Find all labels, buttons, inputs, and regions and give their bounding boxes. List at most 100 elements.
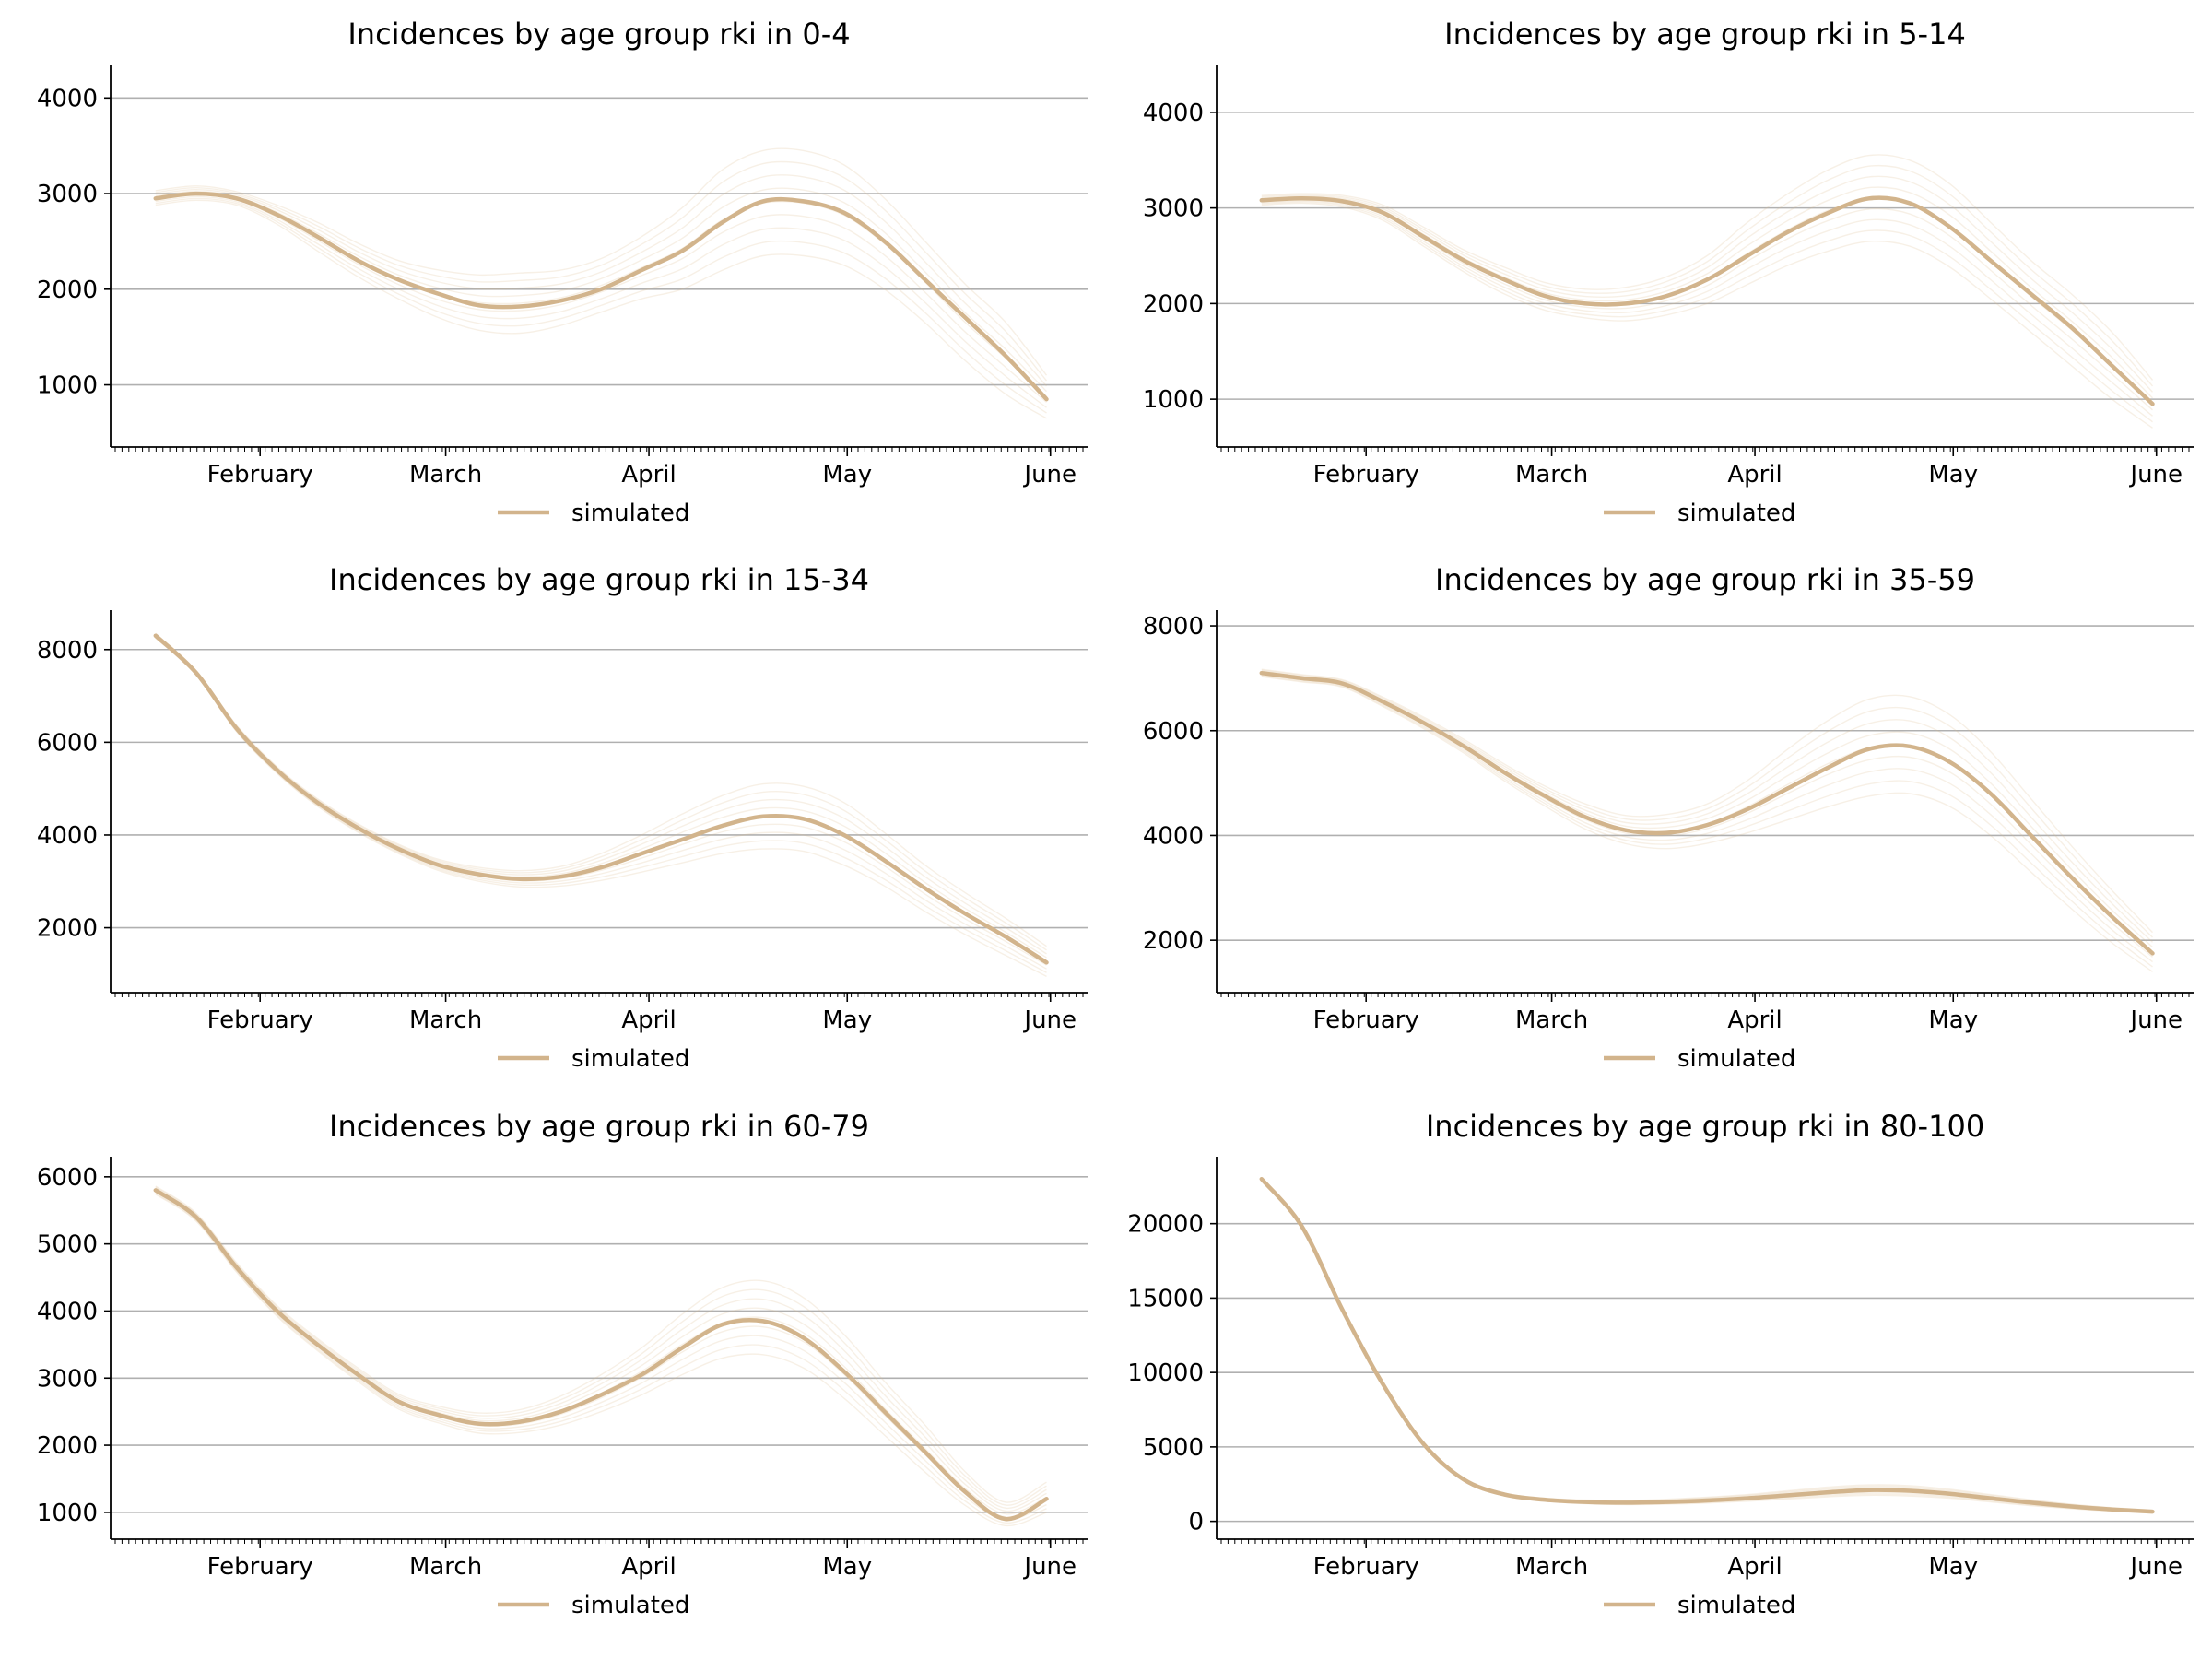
x-tick-label: February: [1313, 1553, 1419, 1581]
simulation-run-line: [1261, 674, 2153, 963]
simulation-run-line: [155, 636, 1047, 970]
y-tick-label: 6000: [1143, 718, 1204, 746]
legend-label: simulated: [1677, 1592, 1795, 1619]
x-tick-label: April: [621, 1553, 676, 1581]
simulation-run-line: [155, 1194, 1047, 1527]
x-tick-label: April: [1727, 461, 1782, 488]
simulation-run-line: [1261, 1177, 2153, 1512]
x-tick-label: May: [1928, 1006, 1978, 1034]
y-tick-label: 8000: [37, 637, 98, 665]
y-tick-label: 2000: [1143, 927, 1204, 955]
legend: simulated: [498, 1592, 689, 1619]
simulation-run-line: [155, 635, 1047, 962]
x-tick-label: February: [207, 461, 313, 488]
simulation-run-line: [155, 160, 1048, 382]
x-tick-label: April: [1727, 1006, 1782, 1034]
simulation-run-line: [1261, 197, 2153, 405]
x-tick-label: June: [1022, 1553, 1077, 1581]
x-tick-label: February: [207, 1006, 313, 1034]
simulation-run-line: [1261, 200, 2153, 417]
simulation-run-line: [1261, 1178, 2153, 1512]
y-tick-label: 15000: [1127, 1285, 1204, 1312]
simulation-run-line: [155, 1192, 1047, 1521]
simulation-run-line: [155, 632, 1047, 947]
simulation-run-line: [1261, 1179, 2153, 1513]
y-tick-label: 2000: [1143, 290, 1204, 318]
y-tick-label: 5000: [1143, 1434, 1204, 1462]
y-tick-label: 3000: [37, 1365, 98, 1393]
x-tick-label: February: [207, 1553, 313, 1581]
x-tick-label: June: [2128, 461, 2183, 488]
simulation-run-line: [1261, 673, 2153, 958]
x-tick-label: May: [822, 1553, 872, 1581]
x-tick-label: May: [822, 1006, 872, 1034]
panel-title: Incidences by age group rki in 35-59: [1435, 562, 1975, 597]
y-tick-label: 4000: [37, 85, 98, 112]
simulated-series-line: [153, 191, 1049, 402]
x-tick-label: April: [621, 1006, 676, 1034]
simulation-run-line: [1261, 164, 2154, 387]
y-tick-label: 1000: [1143, 386, 1204, 414]
legend: simulated: [1604, 1045, 1795, 1073]
simulation-run-line: [155, 197, 1047, 414]
simulated-series-line: [153, 633, 1049, 965]
simulation-run-line: [1261, 676, 2153, 972]
x-tick-label: June: [2128, 1006, 2183, 1034]
y-tick-label: 6000: [37, 729, 98, 757]
y-tick-label: 2000: [37, 915, 98, 943]
panel-3: Incidences by age group rki in 15-34 2000…: [37, 562, 1088, 1073]
panel-title: Incidences by age group rki in 15-34: [329, 562, 869, 597]
simulated-series-line: [1259, 195, 2155, 406]
y-tick-label: 20000: [1127, 1211, 1204, 1239]
x-tick-label: February: [1313, 461, 1419, 488]
simulation-run-line: [155, 1188, 1047, 1512]
x-tick-label: March: [1515, 1553, 1588, 1581]
panel-title: Incidences by age group rki in 5-14: [1444, 17, 1966, 52]
x-tick-label: April: [621, 461, 676, 488]
panel-5: Incidences by age group rki in 60-79 1000…: [37, 1109, 1088, 1619]
y-tick-label: 4000: [37, 1298, 98, 1325]
simulation-run-line: [155, 147, 1048, 376]
x-tick-label: March: [409, 1006, 482, 1034]
simulation-run-line: [155, 1189, 1047, 1515]
simulation-run-line: [155, 187, 1048, 393]
simulation-run-line: [155, 194, 1047, 403]
y-tick-label: 10000: [1127, 1359, 1204, 1387]
simulation-run-line: [155, 637, 1047, 973]
y-tick-label: 4000: [37, 822, 98, 850]
x-tick-label: May: [822, 461, 872, 488]
simulation-run-line: [155, 637, 1047, 978]
simulation-run-line: [155, 199, 1047, 419]
y-tick-label: 3000: [37, 181, 98, 208]
simulation-run-line: [1261, 202, 2153, 429]
y-tick-label: 2000: [37, 1432, 98, 1460]
simulation-run-line: [155, 635, 1047, 966]
legend-label: simulated: [571, 500, 689, 527]
simulation-run-line: [155, 1187, 1047, 1510]
y-tick-label: 2000: [37, 276, 98, 304]
panel-6: Incidences by age group rki in 80-100 0 50…: [1127, 1109, 2194, 1619]
simulated-series-line: [153, 1188, 1049, 1522]
simulation-run-line: [1261, 670, 2153, 943]
y-tick-label: 3000: [1143, 195, 1204, 223]
legend-label: simulated: [1677, 500, 1795, 527]
panel-4: Incidences by age group rki in 35-59 2000…: [1143, 562, 2194, 1073]
legend-label: simulated: [571, 1045, 689, 1073]
x-tick-label: May: [1928, 461, 1978, 488]
y-tick-label: 1000: [37, 1500, 98, 1527]
simulation-run-line: [1261, 175, 2154, 393]
simulation-run-line: [155, 633, 1047, 955]
x-tick-label: March: [1515, 461, 1588, 488]
simulation-run-line: [155, 195, 1047, 408]
x-tick-label: June: [1022, 461, 1077, 488]
simulation-run-line: [155, 1193, 1047, 1524]
panel-1: Incidences by age group rki in 0-4 1000 20…: [37, 17, 1088, 527]
simulated-series-line: [1259, 1176, 2155, 1514]
simulation-run-line: [1261, 154, 2154, 381]
legend-label: simulated: [1677, 1045, 1795, 1073]
y-tick-label: 8000: [1143, 613, 1204, 641]
panel-title: Incidences by age group rki in 0-4: [347, 17, 850, 52]
simulation-run-line: [1261, 675, 2153, 968]
y-tick-label: 4000: [1143, 100, 1204, 127]
simulation-run-line: [1261, 1179, 2153, 1513]
